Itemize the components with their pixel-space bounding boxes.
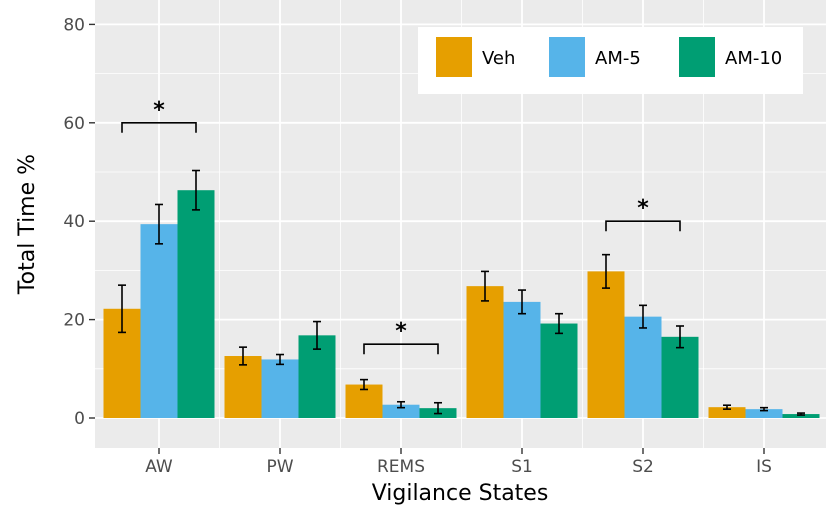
significance-label: * <box>395 319 407 344</box>
significance-label: * <box>637 196 649 221</box>
bar-am-10-s1 <box>540 323 578 418</box>
legend-swatch-am-10 <box>679 37 715 77</box>
bar-veh-s2 <box>587 271 625 418</box>
y-tick-label: 80 <box>63 15 85 35</box>
bar-am-10-s2 <box>661 336 699 418</box>
legend-label-am-10: AM-10 <box>725 48 782 69</box>
bar-veh-s1 <box>466 286 504 418</box>
bar-am-5-rems <box>382 404 420 418</box>
x-tick-label: S1 <box>511 457 533 477</box>
y-tick-label: 60 <box>63 114 85 134</box>
y-tick-label: 40 <box>63 212 85 232</box>
legend-swatch-am-5 <box>549 37 585 77</box>
bar-am-5-s1 <box>503 301 541 418</box>
legend: Veh AM-5 AM-10 <box>418 27 803 94</box>
bar-am-10-is <box>782 414 820 418</box>
bar-am-10-aw <box>177 190 215 418</box>
significance-label: * <box>153 98 165 123</box>
bar-veh-pw <box>224 356 262 418</box>
significance-bracket <box>605 220 681 232</box>
x-tick-label: IS <box>756 457 772 477</box>
legend-label-am-5: AM-5 <box>595 48 641 69</box>
significance-bracket <box>121 122 197 133</box>
bar-am-5-s2 <box>624 316 662 418</box>
legend-background <box>418 27 803 94</box>
y-tick-label: 20 <box>63 311 85 331</box>
bar-am-5-pw <box>261 359 299 418</box>
x-tick-label: PW <box>266 457 293 477</box>
legend-swatch-veh <box>436 37 472 77</box>
x-tick-label: REMS <box>377 457 425 477</box>
y-axis: 0 20 40 60 80 <box>63 15 95 429</box>
significance-brackets: * * * <box>121 98 681 355</box>
x-axis: AW PW REMS S1 S2 IS <box>145 448 772 477</box>
bar-am-5-aw <box>140 224 178 418</box>
y-axis-title: Total Time % <box>15 154 40 295</box>
x-tick-label: S2 <box>632 457 654 477</box>
significance-bracket <box>363 343 439 355</box>
bar-veh-is <box>708 407 746 418</box>
x-tick-label: AW <box>145 457 173 477</box>
error-bars <box>118 169 805 416</box>
bars <box>103 190 820 418</box>
legend-label-veh: Veh <box>482 48 515 69</box>
y-tick-label: 0 <box>74 409 85 429</box>
x-axis-title: Vigilance States <box>372 481 549 506</box>
bar-am-5-is <box>745 409 783 418</box>
